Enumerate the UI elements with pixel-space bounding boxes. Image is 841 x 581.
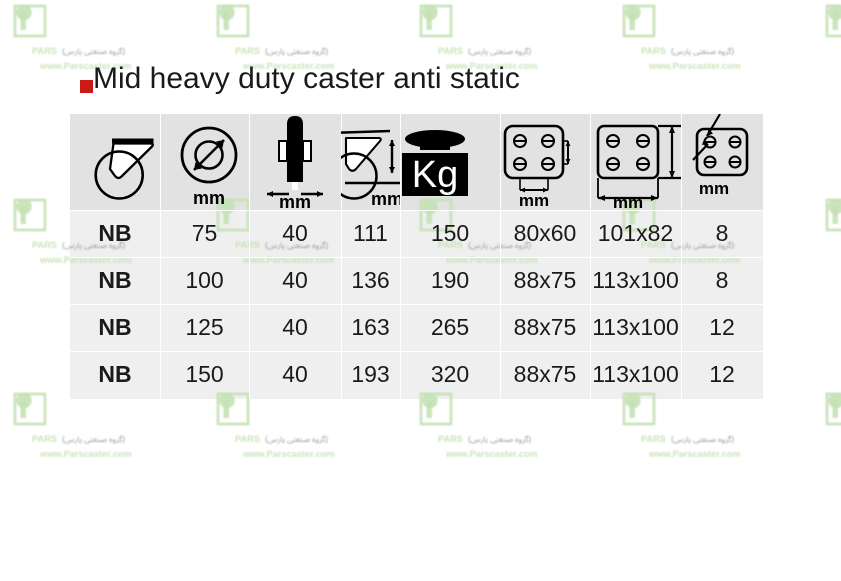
svg-text:mm: mm — [193, 188, 225, 208]
svg-text:mm: mm — [519, 191, 549, 210]
svg-text:mm: mm — [279, 192, 311, 210]
svg-text:mm: mm — [613, 193, 643, 210]
svg-text:mm: mm — [699, 179, 729, 198]
svg-text:Kg: Kg — [412, 154, 458, 196]
svg-text:mm: mm — [371, 189, 400, 209]
